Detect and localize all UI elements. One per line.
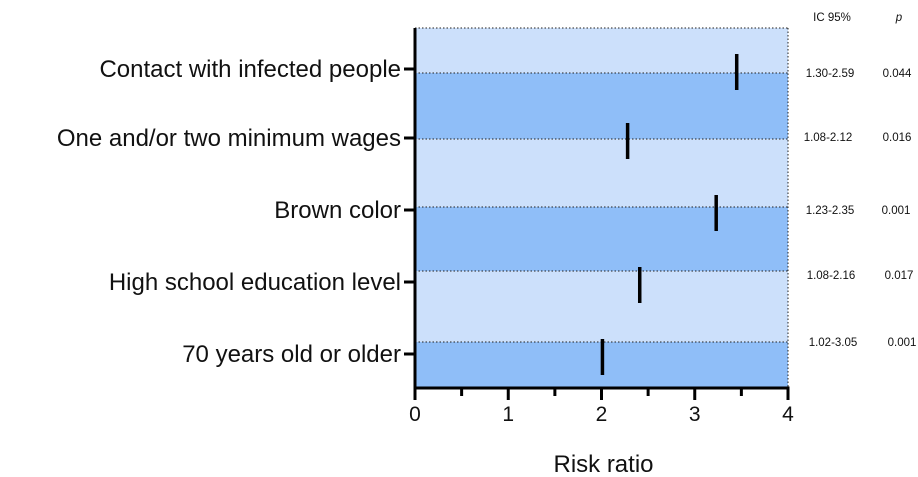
x-tick-label: 1 (502, 403, 514, 426)
x-axis: 0 1 2 3 4 (409, 386, 794, 426)
x-tick-label: 3 (689, 403, 701, 426)
x-tick-label: 0 (409, 403, 421, 426)
category-label-3: Brown color (274, 197, 401, 224)
p-value-4: 0.017 (885, 270, 914, 282)
p-value-1: 0.044 (883, 68, 912, 80)
ci-value-5: 1.02-3.05 (809, 337, 858, 349)
ci-value-4: 1.08-2.16 (807, 270, 856, 282)
p-value-3: 0.001 (882, 205, 911, 217)
p-value-5: 0.001 (888, 337, 917, 349)
x-axis-label: Risk ratio (553, 451, 653, 477)
ci-value-1: 1.30-2.59 (806, 68, 855, 80)
category-label-5: 70 years old or older (182, 341, 401, 368)
band (415, 28, 788, 73)
category-label-1: Contact with infected people (99, 56, 401, 83)
ci-value-3: 1.23-2.35 (806, 205, 855, 217)
p-value-2: 0.016 (883, 132, 912, 144)
ci-header: IC 95% (813, 12, 851, 24)
band (415, 271, 788, 342)
category-label-2: One and/or two minimum wages (57, 125, 401, 152)
p-header: p (895, 12, 903, 24)
band (415, 139, 788, 207)
markers (600, 54, 739, 375)
background-bands (415, 28, 788, 387)
ci-value-2: 1.08-2.12 (804, 132, 853, 144)
stats-columns: 1.30-2.59 1.08-2.12 1.23-2.35 1.08-2.16 1.02… (804, 68, 917, 349)
band (415, 207, 788, 271)
x-tick-label: 4 (782, 403, 794, 426)
y-axis: Contact with infected people One and/or t… (57, 28, 417, 388)
x-tick-label: 2 (596, 403, 608, 426)
band (415, 73, 788, 139)
category-label-4: High school education level (109, 269, 401, 296)
